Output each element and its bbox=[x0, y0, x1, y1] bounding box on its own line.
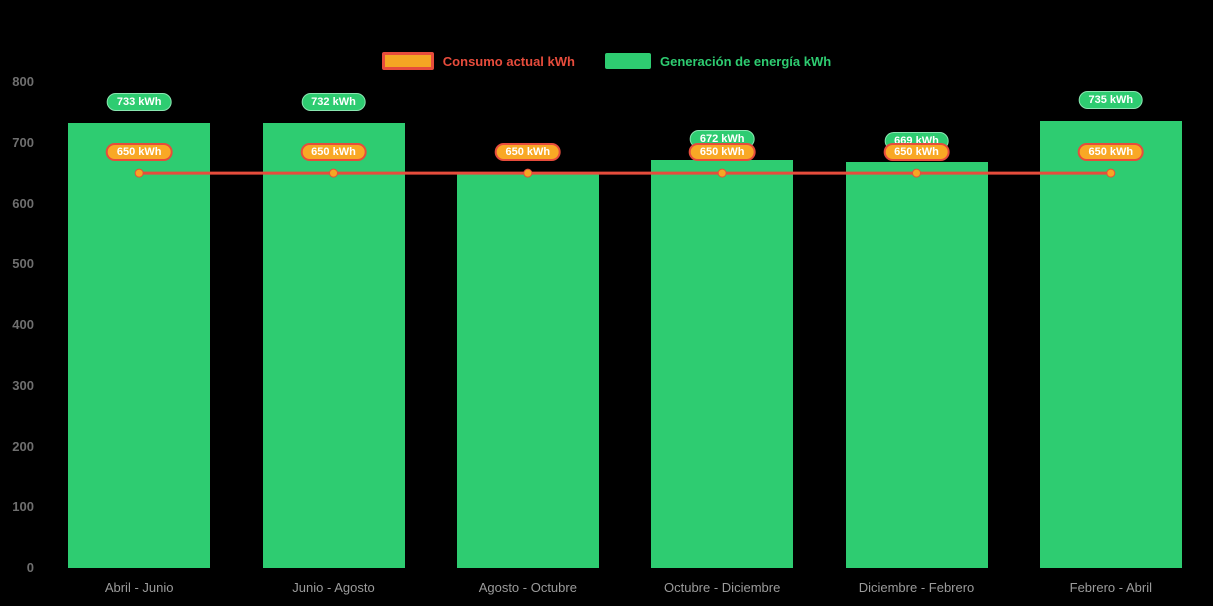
x-axis-label: Abril - Junio bbox=[104, 580, 174, 595]
y-axis-tick-label: 400 bbox=[12, 317, 34, 332]
x-axis-label: Diciembre - Febrero bbox=[858, 580, 975, 595]
x-axis-label: Febrero - Abril bbox=[1069, 580, 1153, 595]
generation-bar bbox=[456, 174, 599, 568]
consumption-value-badge: 650 kWh bbox=[494, 143, 562, 162]
y-axis-tick-label: 800 bbox=[12, 74, 34, 89]
legend-label-generacion: Generación de energía kWh bbox=[659, 53, 832, 69]
y-axis-tick-label: 300 bbox=[12, 377, 34, 393]
legend-label-consumo: Consumo actual kWh bbox=[442, 53, 575, 69]
y-axis-tick-label: 500 bbox=[12, 256, 34, 272]
consumption-value-badge: 650 kWh bbox=[1077, 143, 1145, 162]
generacion-legend-swatch-icon bbox=[604, 53, 651, 69]
generation-bar bbox=[262, 123, 405, 568]
y-axis-tick-label: 700 bbox=[12, 134, 34, 150]
legend-item-generacion[interactable]: Generación de energía kWh bbox=[604, 53, 832, 69]
generation-bar bbox=[651, 159, 794, 568]
consumption-value-badge: 650 kWh bbox=[688, 143, 756, 162]
x-axis-label: Junio - Agosto bbox=[292, 580, 375, 595]
y-axis-tick-label: 0 bbox=[26, 560, 34, 575]
consumption-value-badge: 650 kWh bbox=[105, 143, 173, 162]
consumption-value-badge: 650 kWh bbox=[300, 143, 367, 162]
chart-legend: Consumo actual kWh Generación de energía… bbox=[0, 52, 1213, 70]
y-axis-tick-label: 200 bbox=[12, 438, 34, 454]
y-axis-tick-label: 600 bbox=[12, 195, 34, 211]
generation-bar bbox=[68, 122, 211, 568]
y-axis-tick-label: 100 bbox=[12, 499, 34, 515]
generation-bar bbox=[845, 161, 988, 568]
x-axis-label: Octubre - Diciembre bbox=[664, 580, 781, 595]
generation-bar bbox=[1039, 121, 1182, 568]
generation-value-badge: 733 kWh bbox=[106, 92, 172, 111]
consumo-legend-swatch-icon bbox=[381, 52, 434, 70]
x-axis-label: Agosto - Octubre bbox=[478, 580, 577, 595]
legend-item-consumo-actual[interactable]: Consumo actual kWh bbox=[381, 52, 575, 70]
consumption-value-badge: 650 kWh bbox=[883, 143, 950, 162]
generation-value-badge: 735 kWh bbox=[1078, 91, 1144, 110]
generation-value-badge: 732 kWh bbox=[301, 93, 366, 112]
